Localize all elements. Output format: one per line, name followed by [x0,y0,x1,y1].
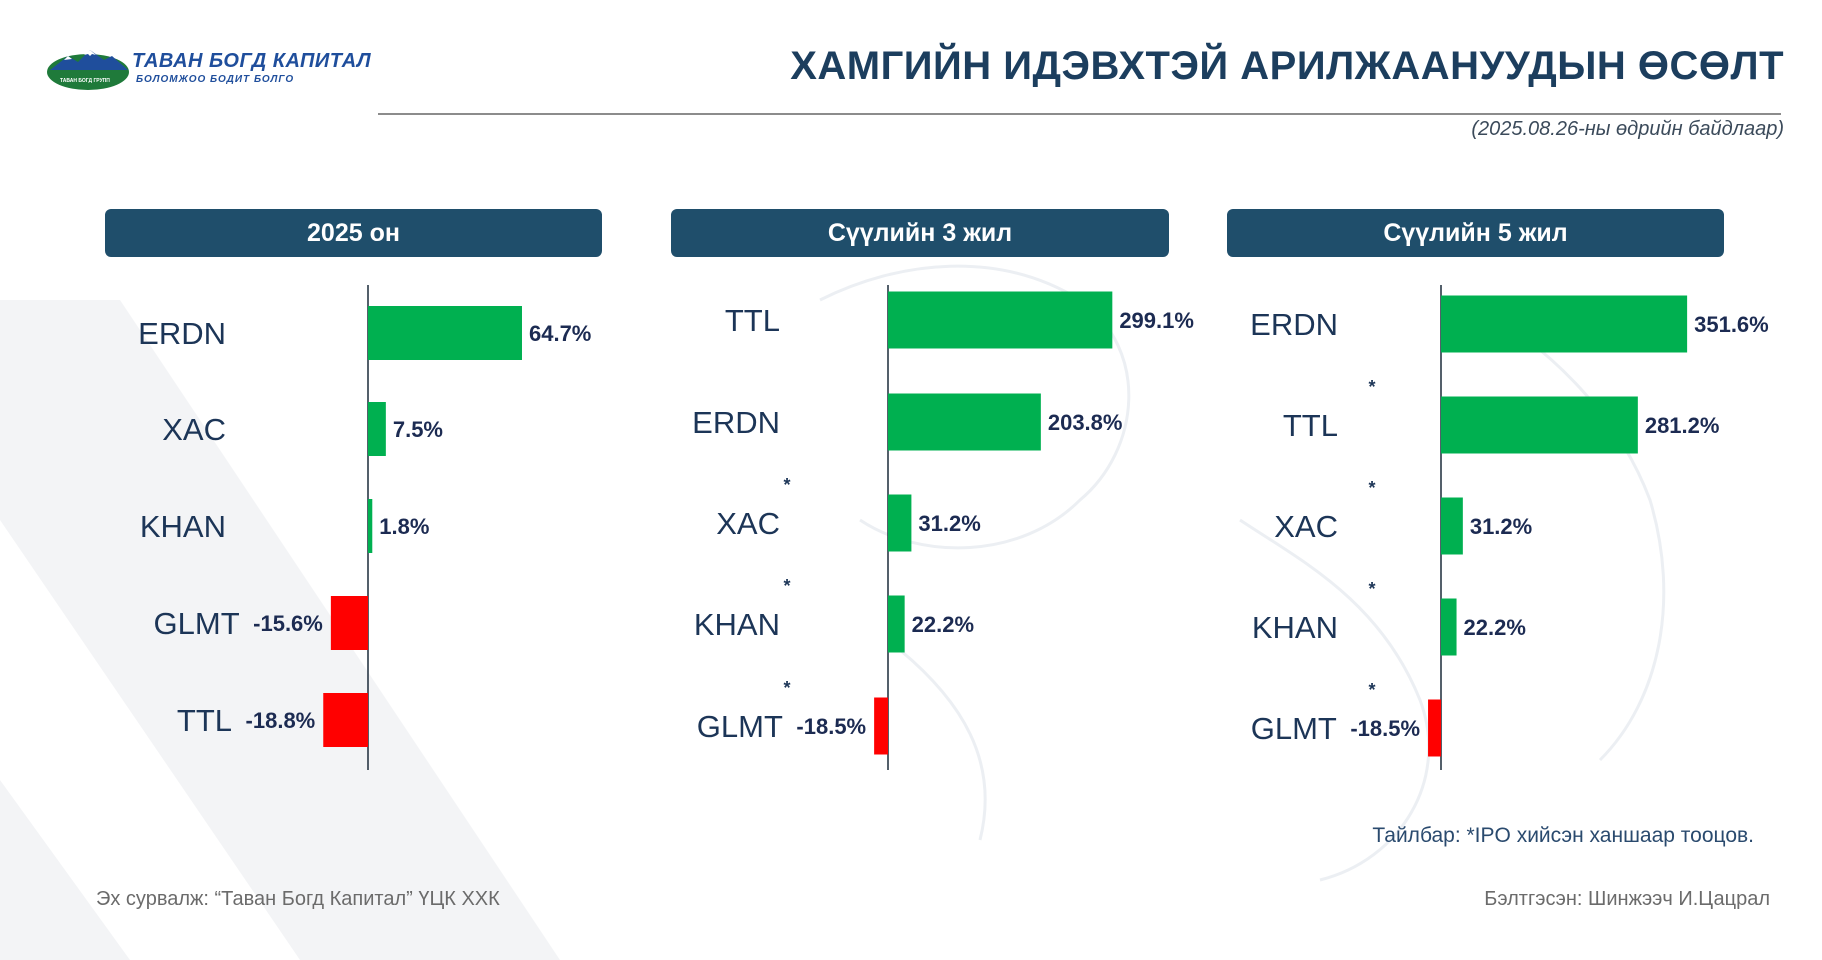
chart-title-3-years: Сүүлийн 3 жил [671,209,1169,257]
bar-glmt [330,596,368,650]
bar-khan [1441,598,1457,656]
bar-glmt [1428,699,1441,757]
ipo-asterisk: * [783,678,790,698]
title-divider [378,113,1781,115]
bar-xac [1441,497,1463,555]
category-label: ERDN [692,405,780,440]
data-label: 7.5% [393,417,443,442]
chart-2: 351.6% ERDN 281.2% TTL * 31.2% XAC * 22.2% KHAN * -… [1250,285,1769,770]
category-label: KHAN [1252,610,1338,645]
data-label: 31.2% [918,511,980,536]
author-text: Бэлтгэсэн: Шинжээч И.Цацрал [1484,888,1770,910]
bar-ttl [323,693,368,747]
bar-glmt [874,697,888,755]
category-label: XAC [1274,509,1338,544]
data-label: 22.2% [912,612,974,637]
bar-erdn [1441,295,1688,353]
logo-tagline: БОЛОМЖОО БОДИТ БОЛГО [136,74,295,85]
data-label: 281.2% [1645,413,1720,438]
bar-ttl [1441,396,1638,454]
category-label: TTL [177,703,232,738]
category-label: TTL [725,303,780,338]
chart-title-5-years: Сүүлийн 5 жил [1227,209,1724,257]
data-label: -15.6% [253,611,323,636]
page-subtitle: (2025.08.26-ны өдрийн байдлаар) [1471,118,1784,140]
data-label: -18.5% [1350,716,1420,741]
category-label: XAC [162,412,226,447]
ipo-asterisk: * [1368,478,1375,498]
category-label: XAC [716,506,780,541]
bar-erdn [368,306,522,360]
data-label: -18.5% [796,714,866,739]
bar-xac [888,494,912,552]
company-logo: ТАВАН БОГД ГРУПП ТАВАН БОГД КАПИТАЛ БОЛО… [46,46,371,96]
data-label: 299.1% [1119,308,1194,333]
chart-title-2025: 2025 он [105,209,602,257]
mountain-logo-icon [47,50,129,90]
category-label: ERDN [138,316,226,351]
category-label: GLMT [1251,711,1337,746]
ipo-asterisk: * [783,576,790,596]
data-label: 203.8% [1048,410,1123,435]
logo-name: ТАВАН БОГД КАПИТАЛ [132,50,372,72]
bar-ttl [888,291,1113,349]
data-label: 351.6% [1694,312,1769,337]
footnote: Тайлбар: *IPO хийсэн ханшаар тооцов. [1372,824,1754,847]
data-label: 1.8% [379,514,429,539]
category-label: KHAN [140,509,226,544]
data-label: 31.2% [1470,514,1532,539]
bar-khan [368,499,373,553]
page-title: ХАМГИЙН ИДЭВХТЭЙ АРИЛЖААНУУДЫН ӨСӨЛТ [790,44,1784,88]
bar-khan [888,595,905,653]
data-label: 64.7% [529,321,591,346]
category-label: TTL [1283,408,1338,443]
ipo-asterisk: * [1368,377,1375,397]
category-label: GLMT [697,709,783,744]
category-label: GLMT [154,606,240,641]
category-label: KHAN [694,607,780,642]
source-text: Эх сурвалж: “Таван Богд Капитал” ҮЦК ХХК [96,888,500,910]
chart-1: 299.1%TTL203.8%ERDN31.2%XAC*22.2%KHAN*-1… [692,285,1194,770]
chart-0: 64.7% ERDN 7.5% XAC 1.8% KHAN -15.6% GLMT -18.8%… [138,285,591,770]
ipo-asterisk: * [1368,579,1375,599]
data-label: 22.2% [1464,615,1526,640]
data-label: -18.8% [246,708,316,733]
bar-xac [368,402,386,456]
logo-emblem-text: ТАВАН БОГД ГРУПП [60,78,110,84]
ipo-asterisk: * [783,475,790,495]
ipo-asterisk: * [1368,680,1375,700]
bar-erdn [888,393,1041,451]
category-label: ERDN [1250,307,1338,342]
